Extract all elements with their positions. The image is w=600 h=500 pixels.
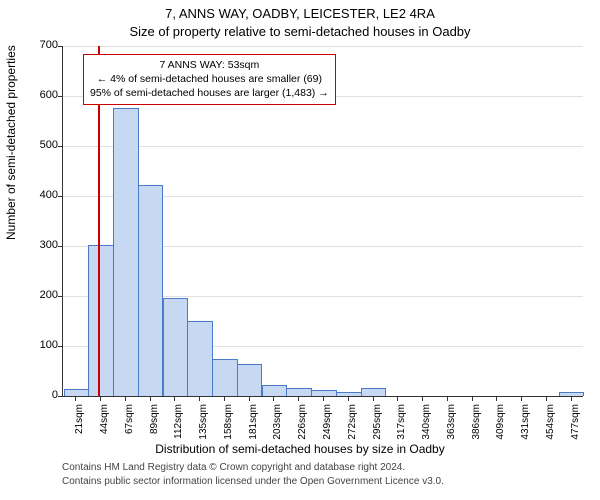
y-axis-label: Number of semi-detached properties	[4, 45, 18, 240]
x-tick	[521, 396, 522, 401]
y-tick-label: 0	[22, 389, 58, 401]
x-tick-label: 112sqm	[173, 404, 184, 444]
x-tick	[273, 396, 274, 401]
x-tick	[224, 396, 225, 401]
y-tick	[58, 396, 63, 397]
y-tick	[58, 246, 63, 247]
x-tick	[472, 396, 473, 401]
x-tick	[571, 396, 572, 401]
y-tick	[58, 146, 63, 147]
x-axis-label: Distribution of semi-detached houses by …	[0, 442, 600, 456]
y-tick	[58, 196, 63, 197]
x-tick-label: 249sqm	[322, 404, 333, 444]
x-tick	[298, 396, 299, 401]
y-tick-label: 600	[22, 89, 58, 101]
chart-container: 7, ANNS WAY, OADBY, LEICESTER, LE2 4RA S…	[0, 0, 600, 500]
histogram-bar	[237, 364, 263, 397]
chart-title-line1: 7, ANNS WAY, OADBY, LEICESTER, LE2 4RA	[0, 6, 600, 21]
x-tick	[397, 396, 398, 401]
x-tick-label: 340sqm	[421, 404, 432, 444]
histogram-bar	[361, 388, 387, 396]
x-tick-label: 67sqm	[124, 404, 135, 444]
histogram-bar	[262, 385, 288, 396]
x-tick-label: 454sqm	[545, 404, 556, 444]
gridline	[63, 46, 583, 47]
y-tick-label: 700	[22, 39, 58, 51]
y-tick	[58, 346, 63, 347]
y-tick-label: 300	[22, 239, 58, 251]
annotation-box: 7 ANNS WAY: 53sqm ← 4% of semi-detached …	[83, 54, 336, 105]
x-tick	[199, 396, 200, 401]
x-tick-label: 317sqm	[396, 404, 407, 444]
y-tick-label: 100	[22, 339, 58, 351]
x-tick	[100, 396, 101, 401]
y-tick-label: 400	[22, 189, 58, 201]
x-tick-label: 363sqm	[446, 404, 457, 444]
x-tick	[174, 396, 175, 401]
x-tick-label: 135sqm	[198, 404, 209, 444]
x-tick-label: 386sqm	[471, 404, 482, 444]
annotation-line: 95% of semi-detached houses are larger (…	[90, 86, 329, 100]
histogram-bar	[113, 108, 139, 397]
annotation-line: 7 ANNS WAY: 53sqm	[90, 58, 329, 72]
chart-title-line2: Size of property relative to semi-detach…	[0, 24, 600, 39]
x-tick	[75, 396, 76, 401]
plot-area: 7 ANNS WAY: 53sqm ← 4% of semi-detached …	[62, 46, 583, 397]
histogram-bar	[212, 359, 238, 396]
x-tick	[323, 396, 324, 401]
x-tick	[249, 396, 250, 401]
x-tick-label: 431sqm	[520, 404, 531, 444]
histogram-bar	[163, 298, 189, 397]
x-tick	[546, 396, 547, 401]
x-tick	[150, 396, 151, 401]
x-tick	[447, 396, 448, 401]
x-tick	[348, 396, 349, 401]
x-tick	[125, 396, 126, 401]
x-tick-label: 295sqm	[372, 404, 383, 444]
x-tick-label: 477sqm	[570, 404, 581, 444]
y-tick	[58, 296, 63, 297]
footer-line2: Contains public sector information licen…	[62, 476, 444, 487]
x-tick-label: 89sqm	[149, 404, 160, 444]
x-tick-label: 409sqm	[495, 404, 506, 444]
y-tick-label: 200	[22, 289, 58, 301]
x-tick-label: 272sqm	[347, 404, 358, 444]
footer-line1: Contains HM Land Registry data © Crown c…	[62, 462, 405, 473]
x-tick-label: 226sqm	[297, 404, 308, 444]
x-tick	[496, 396, 497, 401]
x-tick-label: 44sqm	[99, 404, 110, 444]
histogram-bar	[64, 389, 90, 396]
annotation-line: ← 4% of semi-detached houses are smaller…	[90, 72, 329, 86]
histogram-bar	[138, 185, 164, 396]
x-tick	[373, 396, 374, 401]
y-tick-label: 500	[22, 139, 58, 151]
y-tick	[58, 46, 63, 47]
x-tick-label: 158sqm	[223, 404, 234, 444]
x-tick-label: 181sqm	[248, 404, 259, 444]
histogram-bar	[88, 245, 114, 396]
y-tick	[58, 96, 63, 97]
histogram-bar	[187, 321, 213, 396]
histogram-bar	[286, 388, 312, 396]
histogram-bar	[336, 392, 362, 396]
x-tick	[422, 396, 423, 401]
gridline	[63, 146, 583, 147]
x-tick-label: 21sqm	[74, 404, 85, 444]
x-tick-label: 203sqm	[272, 404, 283, 444]
